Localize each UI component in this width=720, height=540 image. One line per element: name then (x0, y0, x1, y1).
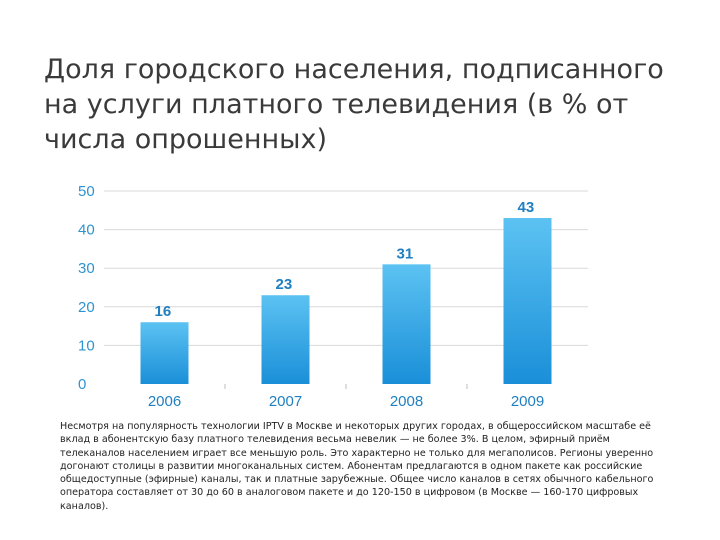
data-label-2009: 43 (518, 199, 535, 216)
y-tick-label: 40 (78, 222, 95, 239)
x-tick-label-2007: 2007 (269, 393, 302, 410)
bar-2009 (503, 218, 552, 384)
chart-title: Доля городского населения, подписанного … (44, 54, 664, 155)
bar-2008 (382, 264, 431, 384)
data-label-2008: 31 (397, 245, 414, 262)
y-tick-label: 30 (78, 260, 95, 277)
y-tick-label: 50 (78, 183, 95, 200)
x-tick-label-2009: 2009 (511, 393, 544, 410)
x-tick-label-2008: 2008 (390, 393, 423, 410)
x-tick-label-2006: 2006 (148, 393, 181, 410)
description-text: Несмотря на популярность технологии IPTV… (60, 421, 654, 512)
data-label-2006: 16 (155, 303, 172, 320)
bar-2007 (261, 295, 310, 384)
data-label-2007: 23 (276, 276, 293, 293)
y-tick-label: 0 (78, 376, 86, 393)
y-tick-label: 20 (78, 299, 95, 316)
bar-2006 (140, 322, 189, 384)
y-tick-label: 10 (78, 337, 95, 354)
